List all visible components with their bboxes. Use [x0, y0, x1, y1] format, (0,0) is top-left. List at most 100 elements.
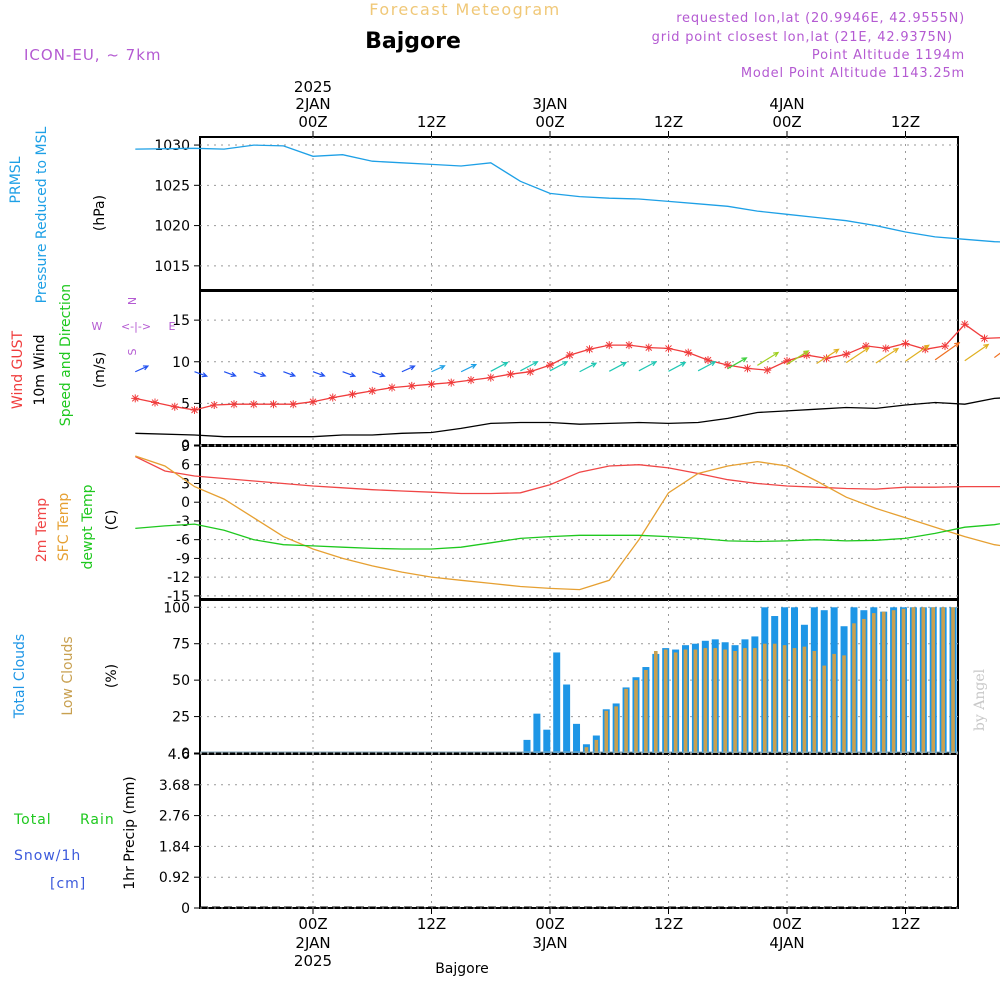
pressure-series — [135, 144, 1000, 243]
low-cloud-bar — [871, 613, 876, 753]
total-cloud-bar — [543, 729, 551, 753]
wind10m-label: 10m Wind — [32, 334, 48, 405]
dewpt-temp-label: dewpt Temp — [80, 484, 96, 569]
low-cloud-bar — [614, 706, 618, 753]
wind-direction-arrow — [816, 348, 840, 365]
low-cloud-bar — [911, 607, 916, 753]
panel-frame-3 — [199, 445, 959, 600]
gust-marker — [289, 400, 298, 409]
model-label: ICON-EU, ~ 7km — [24, 46, 162, 64]
percent-unit: (%) — [104, 664, 120, 688]
compass-rose: N W <-|-> E S — [92, 297, 176, 356]
low-cloud-bar — [703, 648, 708, 753]
y-tick-label: 0 — [181, 495, 190, 511]
low-cloud-bar — [901, 608, 906, 753]
y-tick-label: 15 — [172, 313, 190, 329]
wind-direction-arrow — [757, 351, 780, 366]
total-label: Total — [13, 812, 52, 828]
low-cloud-bar — [634, 680, 638, 753]
bottom-day-label: 2JAN — [295, 934, 330, 952]
gust-marker — [842, 350, 851, 359]
bottom-day-label: 4JAN — [769, 934, 804, 952]
low-cloud-bar — [921, 607, 926, 753]
top-time-label: 00Z — [298, 113, 327, 131]
low-cloud-bar — [842, 655, 846, 753]
temp2m-label: 2m Temp — [34, 498, 50, 562]
gust-marker — [664, 344, 673, 353]
requested-coords: requested lon,lat (20.9946E, 42.9555N) — [676, 11, 965, 26]
gust-marker — [368, 386, 377, 395]
celsius-unit: (C) — [104, 510, 120, 531]
gust-marker — [427, 380, 436, 389]
wind-direction-arrow — [372, 371, 386, 378]
wind-direction-arrow — [638, 361, 658, 372]
panel-frame-1 — [199, 136, 959, 291]
gust-marker — [486, 373, 495, 382]
low-cloud-bar — [881, 611, 886, 753]
y-tick-label: -6 — [176, 533, 190, 549]
gust-marker — [210, 401, 219, 410]
panel-frame-2 — [199, 290, 959, 446]
gust-marker — [309, 397, 317, 406]
wind-speed-series — [135, 397, 1000, 438]
low-cloud-bar — [832, 653, 836, 753]
bottom-time-label: 00Z — [772, 915, 801, 933]
speed-direction-label: Speed and Direction — [58, 284, 74, 426]
low-cloud-bar — [862, 618, 866, 753]
y-tick-label: 5 — [181, 396, 190, 412]
gust-marker — [644, 343, 653, 352]
y-tick-label: 1025 — [154, 178, 190, 194]
y-tick-label: -9 — [176, 551, 190, 567]
wind-labels: Wind GUST 10m Wind Speed and Direction (… — [10, 284, 176, 426]
gust-marker — [230, 400, 238, 409]
gust-series — [135, 323, 1000, 411]
pressure-labels: PRMSL Pressure Reduced to MSL (hPa) — [8, 126, 108, 303]
low-cloud-bar — [584, 747, 589, 753]
bottom-time-label: 12Z — [654, 915, 683, 933]
low-cloud-bar — [653, 651, 658, 753]
point-altitude: Point Altitude 1194m — [812, 48, 965, 63]
low-cloud-bar — [753, 648, 757, 753]
wind-direction-arrow — [312, 371, 326, 378]
gust-marker — [249, 400, 258, 409]
gust-marker — [151, 398, 159, 407]
low-cloud-bar — [723, 649, 727, 753]
gust-marker — [802, 351, 811, 360]
top-time-label: 12Z — [417, 113, 446, 131]
total-clouds-label: Total Clouds — [12, 634, 28, 719]
top-time-label: 12Z — [654, 113, 683, 131]
wind-direction-arrow — [875, 347, 900, 364]
temperature-labels: 2m Temp SFC Temp dewpt Temp (C) — [34, 484, 120, 569]
wind-direction-arrow — [253, 371, 267, 378]
low-cloud-bar — [941, 607, 945, 753]
gust-marker — [881, 344, 890, 353]
wind-direction-arrow — [934, 342, 961, 361]
prmsl-label: PRMSL — [8, 156, 24, 203]
gust-marker — [783, 356, 791, 365]
top-day-label: 4JAN — [769, 95, 804, 113]
y-tick-label: 4.6 — [168, 747, 190, 763]
wind-direction-arrow — [786, 350, 810, 365]
compass-e: E — [169, 320, 176, 333]
gust-marker — [506, 370, 515, 379]
gust-marker — [170, 402, 179, 411]
low-cloud-bar — [713, 648, 718, 753]
total-cloud-bar — [533, 713, 541, 753]
plot-area: 10301025102010151510509630-3-6-9-12-1510… — [131, 78, 1000, 970]
y-tick-label: 0 — [181, 901, 190, 917]
wind-direction-arrow — [697, 361, 717, 372]
gust-marker — [546, 361, 554, 370]
top-day-label: 3JAN — [532, 95, 567, 113]
wind-direction-arrow — [579, 362, 598, 373]
bottom-time-label: 00Z — [535, 915, 564, 933]
y-tick-label: 3.68 — [159, 778, 190, 794]
low-cloud-bar — [624, 688, 628, 753]
y-tick-label: 50 — [172, 673, 190, 689]
bottom-time-label: 12Z — [417, 915, 446, 933]
y-tick-label: 0 — [181, 746, 190, 762]
wind-direction-arrow — [401, 365, 416, 373]
y-tick-label: 10 — [172, 355, 190, 371]
y-tick-label: 25 — [172, 710, 190, 726]
gust-marker — [980, 334, 989, 343]
